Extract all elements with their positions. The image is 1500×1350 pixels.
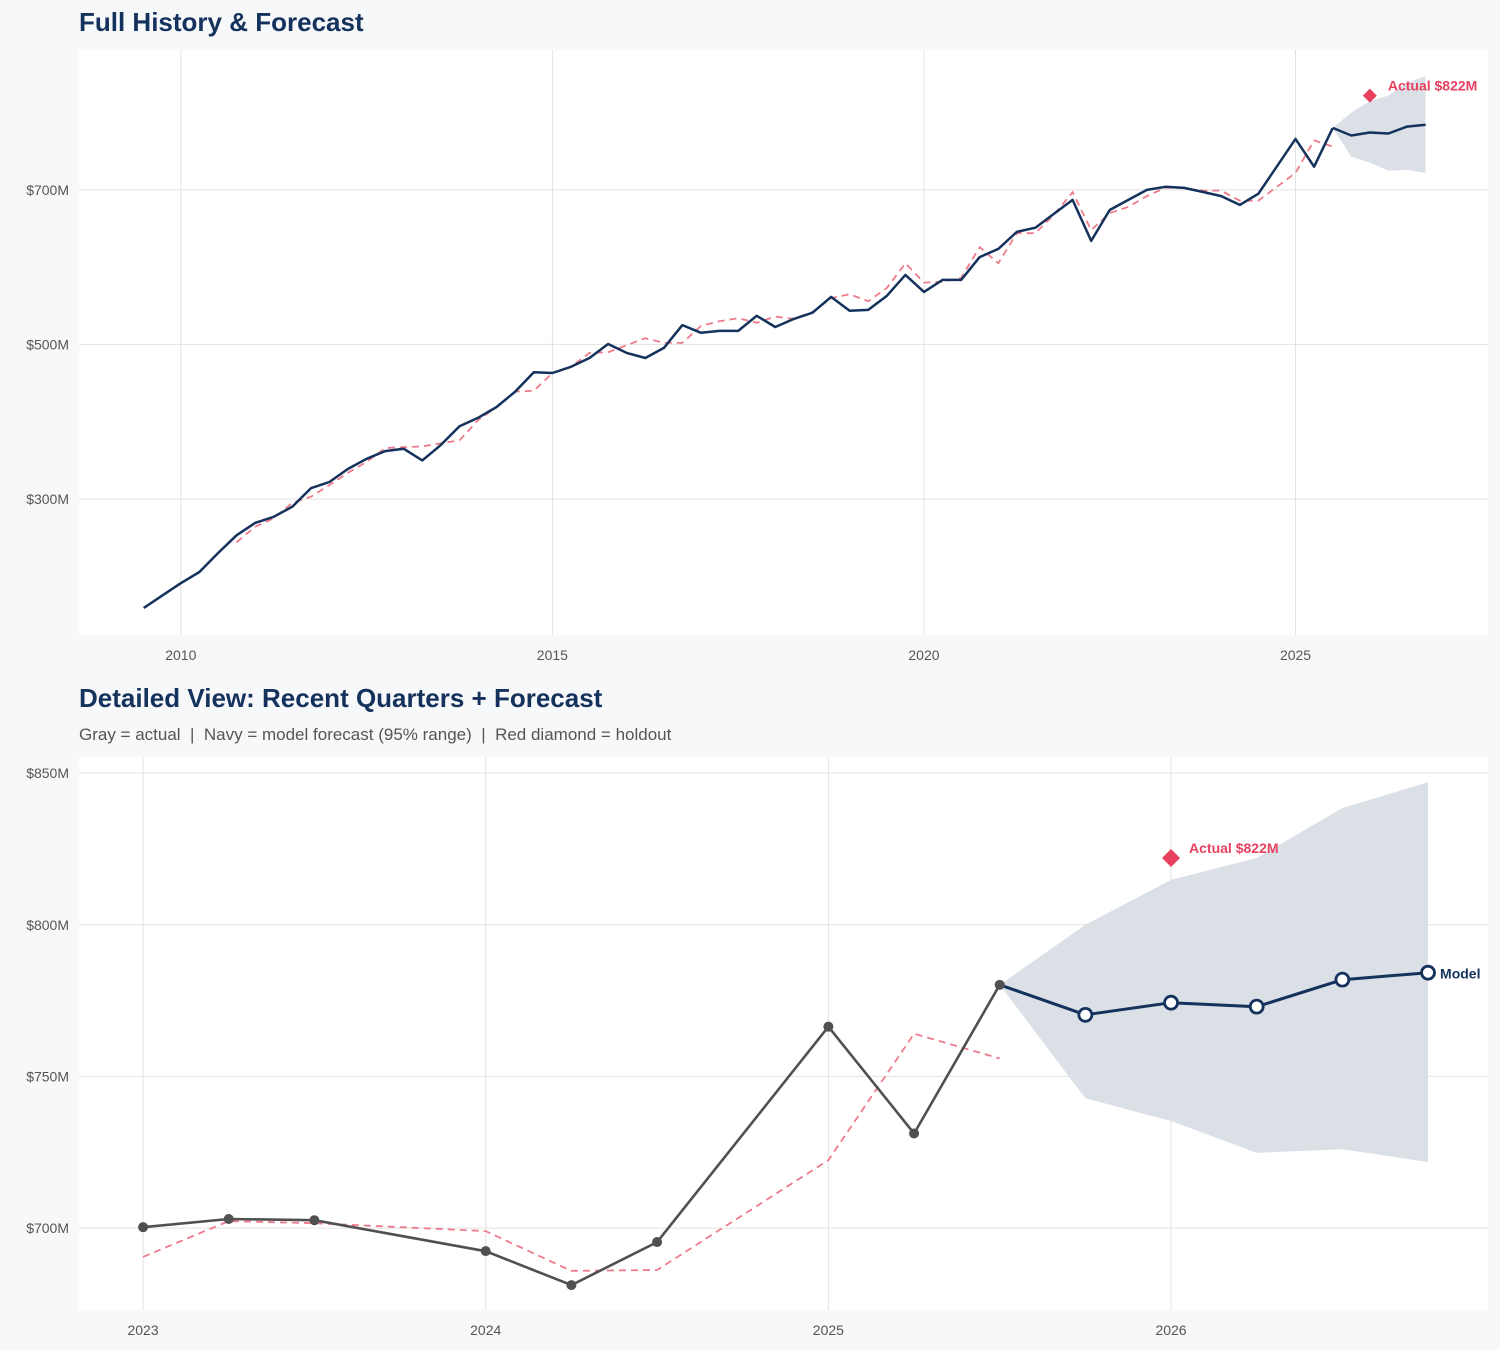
fitted-dashed-line (142, 1032, 1000, 1272)
ticks-full-history: 2010 2015 2020 2025 $300M $500M $700M (26, 182, 1311, 663)
forecast-95-band (1332, 76, 1426, 174)
forecast-point (1077, 1006, 1094, 1023)
chart-title-full-history: Full History & Forecast (79, 7, 364, 37)
forecast-point (1248, 998, 1265, 1015)
actual-point (480, 1246, 491, 1257)
forecast-model-label: Model (1440, 966, 1480, 982)
y-tick-label: $700M (26, 1220, 69, 1236)
actual-point (994, 979, 1005, 990)
forecast-point (1334, 971, 1351, 988)
x-tick-label: 2015 (537, 647, 568, 663)
x-tick-label: 2010 (165, 647, 196, 663)
y-tick-label: $750M (26, 1068, 69, 1084)
forecast-point (1163, 994, 1179, 1011)
chart-title-detailed: Detailed View: Recent Quarters + Forecas… (79, 683, 603, 713)
actual-line (143, 127, 1334, 610)
marks-detailed: Model Actual $822M (138, 782, 1480, 1291)
ticks-detailed: 2023 2024 2025 2026 $700M $750M $800M $850M (26, 765, 1187, 1338)
y-tick-label: $800M (26, 917, 69, 933)
y-tick-label: $500M (26, 336, 69, 352)
actual-point (223, 1213, 234, 1224)
chart-subtitle-detailed: Gray = actual | Navy = model forecast (9… (79, 725, 672, 744)
y-tick-label: $850M (26, 765, 69, 781)
holdout-label: Actual $822M (1189, 840, 1278, 856)
fitted-dashed-line (235, 139, 1333, 543)
forecast-line (1332, 123, 1426, 137)
x-tick-label: 2025 (813, 1322, 844, 1338)
actual-point (909, 1128, 920, 1139)
plot-area-full-history (79, 50, 1488, 635)
marks-full-history: Actual $822M (143, 76, 1477, 610)
grid-full-history (79, 50, 1488, 635)
actual-point (138, 1222, 149, 1233)
forecast-point (1420, 964, 1436, 981)
holdout-diamond (1362, 88, 1377, 103)
forecast-line (999, 971, 1429, 1017)
holdout-label: Actual $822M (1388, 78, 1477, 94)
actual-point (652, 1237, 663, 1248)
x-tick-label: 2026 (1155, 1322, 1186, 1338)
holdout-diamond (1162, 849, 1181, 868)
x-tick-label: 2023 (127, 1322, 158, 1338)
x-tick-label: 2024 (470, 1322, 501, 1338)
actual-point (566, 1280, 577, 1291)
y-tick-label: $300M (26, 491, 69, 507)
x-tick-label: 2020 (908, 647, 939, 663)
forecast-95-band (999, 782, 1429, 1162)
actual-point (309, 1215, 320, 1226)
x-tick-label: 2025 (1280, 647, 1311, 663)
actual-point (823, 1021, 834, 1032)
y-tick-label: $700M (26, 182, 69, 198)
